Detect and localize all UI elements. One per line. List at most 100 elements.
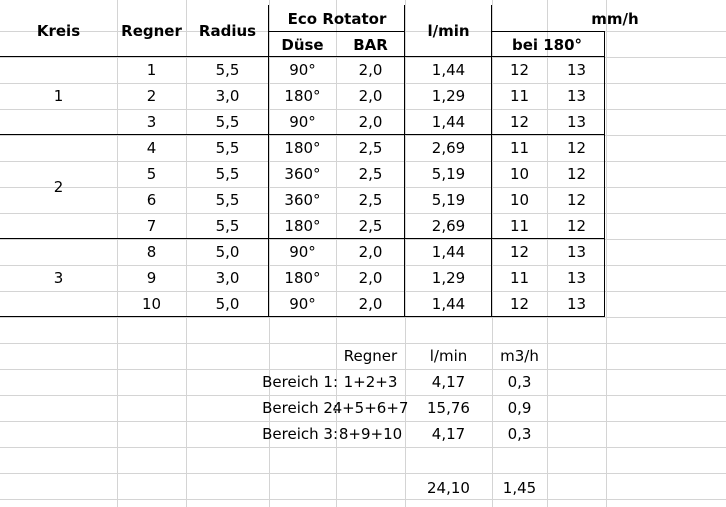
table-cell-lmin[interactable]: 5,19 [431,165,466,183]
table-cell-duese[interactable]: 90° [289,243,316,261]
table-cell-duese[interactable]: 180° [284,269,321,287]
table-cell-mm2[interactable]: 12 [566,165,587,183]
table-cell-mm1[interactable]: 11 [509,139,530,157]
table-cell-radius[interactable]: 5,5 [215,139,240,157]
header-lmin[interactable]: l/min [427,22,470,40]
table-cell-duese[interactable]: 180° [284,217,321,235]
summary-label-3[interactable]: Bereich 3: [262,425,338,443]
table-cell-mm1[interactable]: 11 [509,87,530,105]
table-cell-regner[interactable]: 3 [146,113,157,131]
header-bei180[interactable]: bei 180° [511,35,583,54]
table-cell-regner[interactable]: 10 [141,295,162,313]
table-cell-lmin[interactable]: 1,44 [431,113,466,131]
table-cell-regner[interactable]: 1 [146,61,157,79]
table-cell-radius[interactable]: 3,0 [215,87,240,105]
table-cell-bar[interactable]: 2,5 [358,139,383,157]
summary-m3h-3[interactable]: 0,3 [507,425,532,443]
table-cell-duese[interactable]: 90° [289,61,316,79]
table-cell-lmin[interactable]: 1,44 [431,295,466,313]
table-cell-radius[interactable]: 5,5 [215,61,240,79]
table-cell-duese[interactable]: 90° [289,295,316,313]
table-cell-bar[interactable]: 2,0 [358,61,383,79]
table-cell-bar[interactable]: 2,5 [358,191,383,209]
table-cell-lmin[interactable]: 1,29 [431,269,466,287]
table-cell-mm2[interactable]: 13 [566,243,587,261]
header-mmh[interactable]: mm/h [591,9,639,28]
table-cell-mm1[interactable]: 12 [509,113,530,131]
table-cell-radius[interactable]: 5,0 [215,243,240,261]
table-cell-regner[interactable]: 8 [146,243,157,261]
header-radius[interactable]: Radius [198,22,257,40]
table-cell-mm1[interactable]: 12 [509,243,530,261]
summary-total-lmin[interactable]: 24,10 [427,479,470,497]
kreis-label-2[interactable]: 2 [53,178,64,196]
table-cell-bar[interactable]: 2,0 [358,269,383,287]
table-cell-bar[interactable]: 2,0 [358,243,383,261]
table-cell-duese[interactable]: 180° [284,139,321,157]
table-cell-mm2[interactable]: 12 [566,139,587,157]
summary-regner-3[interactable]: 8+9+10 [338,425,403,443]
summary-m3h-2[interactable]: 0,9 [507,399,532,417]
table-cell-mm2[interactable]: 13 [566,113,587,131]
table-cell-lmin[interactable]: 1,29 [431,87,466,105]
table-cell-mm2[interactable]: 12 [566,191,587,209]
table-cell-regner[interactable]: 4 [146,139,157,157]
summary-header-lmin[interactable]: l/min [429,347,468,365]
summary-label-1[interactable]: Bereich 1: [262,373,338,391]
table-cell-mm2[interactable]: 13 [566,295,587,313]
table-cell-lmin[interactable]: 5,19 [431,191,466,209]
table-cell-regner[interactable]: 2 [146,87,157,105]
table-cell-mm2[interactable]: 12 [566,217,587,235]
table-cell-regner[interactable]: 9 [146,269,157,287]
table-cell-lmin[interactable]: 2,69 [431,139,466,157]
gridline-horizontal [0,317,726,318]
table-cell-mm2[interactable]: 13 [566,87,587,105]
table-cell-lmin[interactable]: 2,69 [431,217,466,235]
table-cell-bar[interactable]: 2,0 [358,295,383,313]
table-cell-mm1[interactable]: 10 [509,165,530,183]
table-cell-mm1[interactable]: 11 [509,217,530,235]
header-regner[interactable]: Regner [121,22,182,40]
table-cell-radius[interactable]: 3,0 [215,269,240,287]
table-cell-duese[interactable]: 180° [284,87,321,105]
table-cell-lmin[interactable]: 1,44 [431,61,466,79]
table-cell-mm1[interactable]: 10 [509,191,530,209]
table-cell-radius[interactable]: 5,5 [215,191,240,209]
header-bar[interactable]: BAR [353,35,388,54]
header-kreis[interactable]: Kreis [36,22,81,40]
summary-m3h-1[interactable]: 0,3 [507,373,532,391]
table-cell-mm1[interactable]: 11 [509,269,530,287]
table-cell-mm1[interactable]: 12 [509,295,530,313]
table-cell-duese[interactable]: 360° [284,191,321,209]
header-eco-rotator[interactable]: Eco Rotator [287,9,387,28]
table-cell-bar[interactable]: 2,5 [358,165,383,183]
kreis-label-1[interactable]: 1 [53,87,64,105]
table-cell-regner[interactable]: 7 [146,217,157,235]
table-cell-mm2[interactable]: 13 [566,61,587,79]
table-cell-regner[interactable]: 5 [146,165,157,183]
summary-label-2[interactable]: Bereich 2: [262,399,338,417]
summary-lmin-3[interactable]: 4,17 [431,425,466,443]
table-cell-bar[interactable]: 2,0 [358,87,383,105]
summary-total-m3h[interactable]: 1,45 [502,479,537,497]
summary-regner-1[interactable]: 1+2+3 [343,373,398,391]
header-duese[interactable]: Düse [281,35,324,54]
table-cell-radius[interactable]: 5,5 [215,113,240,131]
table-cell-bar[interactable]: 2,0 [358,113,383,131]
summary-lmin-2[interactable]: 15,76 [427,399,470,417]
table-cell-duese[interactable]: 360° [284,165,321,183]
summary-header-m3h[interactable]: m3/h [500,347,539,365]
table-cell-radius[interactable]: 5,0 [215,295,240,313]
kreis-label-3[interactable]: 3 [53,269,64,287]
table-cell-bar[interactable]: 2,5 [358,217,383,235]
table-cell-duese[interactable]: 90° [289,113,316,131]
table-cell-regner[interactable]: 6 [146,191,157,209]
table-cell-mm1[interactable]: 12 [509,61,530,79]
table-cell-radius[interactable]: 5,5 [215,165,240,183]
summary-lmin-1[interactable]: 4,17 [431,373,466,391]
table-cell-lmin[interactable]: 1,44 [431,243,466,261]
summary-regner-2[interactable]: 4+5+6+7 [332,399,409,417]
table-cell-radius[interactable]: 5,5 [215,217,240,235]
table-cell-mm2[interactable]: 13 [566,269,587,287]
summary-header-regner[interactable]: Regner [343,347,398,365]
